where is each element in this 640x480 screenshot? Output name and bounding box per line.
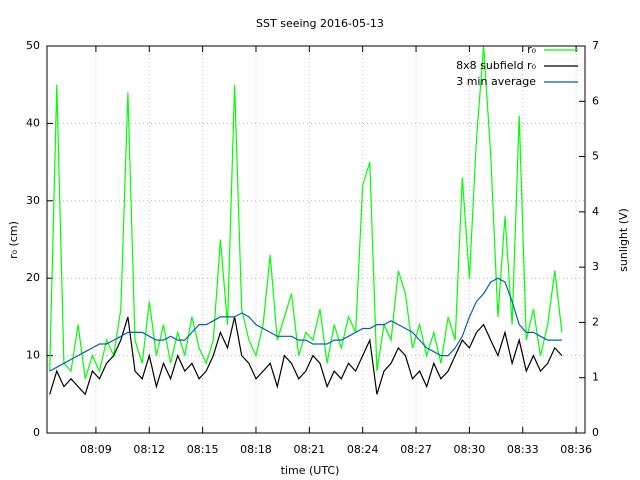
x-tick-label: 08:30 bbox=[454, 443, 486, 456]
plot-frame bbox=[46, 45, 586, 434]
y2-tick-label: 4 bbox=[592, 205, 599, 218]
y2-tick-label: 5 bbox=[592, 150, 599, 163]
x-tick-label: 08:27 bbox=[400, 443, 432, 456]
y2-tick-label: 6 bbox=[592, 94, 599, 107]
y2-tick-label: 1 bbox=[592, 371, 599, 384]
y2-tick-label: 2 bbox=[592, 315, 599, 328]
y-tick-label: 10 bbox=[26, 349, 40, 362]
x-tick-label: 08:33 bbox=[507, 443, 539, 456]
y2-tick-label: 3 bbox=[592, 260, 599, 273]
series-line bbox=[49, 277, 562, 372]
y-tick-label: 0 bbox=[33, 426, 40, 439]
y2-tick-label: 7 bbox=[592, 39, 599, 52]
legend-label: r₀ bbox=[527, 43, 537, 56]
legend-label: 3 min average bbox=[456, 75, 536, 88]
y-tick-label: 50 bbox=[26, 39, 40, 52]
y-tick-label: 30 bbox=[26, 194, 40, 207]
x-tick-label: 08:09 bbox=[80, 443, 112, 456]
chart-title: SST seeing 2016-05-13 bbox=[256, 17, 384, 30]
y-tick-label: 20 bbox=[26, 271, 40, 284]
legend-label: 8x8 subfield r₀ bbox=[456, 59, 536, 72]
x-tick-label: 08:18 bbox=[240, 443, 272, 456]
x-tick-label: 08:24 bbox=[347, 443, 379, 456]
x-tick-label: 08:21 bbox=[293, 443, 325, 456]
x-tick-label: 08:15 bbox=[187, 443, 219, 456]
y-tick-label: 40 bbox=[26, 116, 40, 129]
y2-tick-label: 0 bbox=[592, 426, 599, 439]
y2-axis-label: sunlight (V) bbox=[617, 208, 630, 272]
series-line bbox=[49, 316, 563, 396]
y-axis-label: r₀ (cm) bbox=[7, 221, 20, 259]
x-axis-label: time (UTC) bbox=[281, 464, 340, 477]
series-line bbox=[49, 45, 563, 379]
x-tick-label: 08:36 bbox=[560, 443, 592, 456]
x-tick-label: 08:12 bbox=[133, 443, 165, 456]
